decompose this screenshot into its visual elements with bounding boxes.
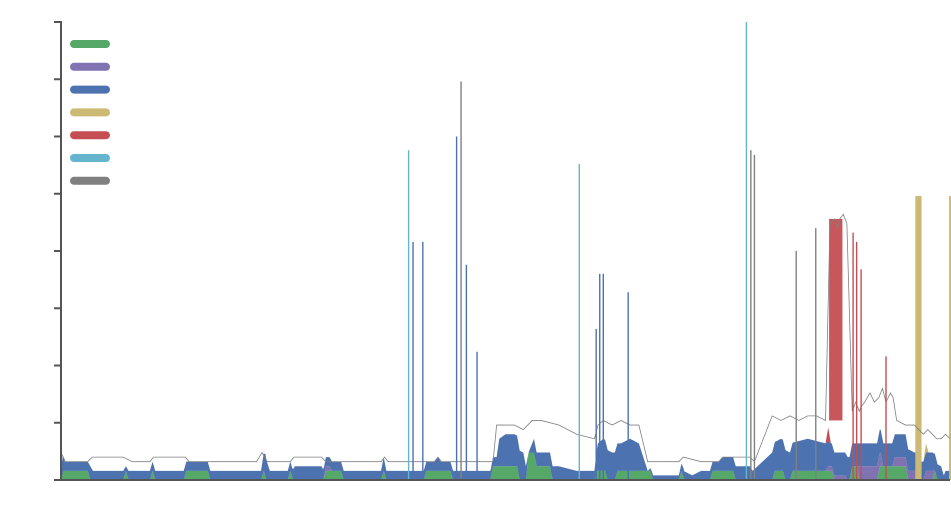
plot-area	[61, 22, 951, 480]
plot-layer	[61, 22, 951, 480]
legend	[70, 40, 110, 185]
band-0	[829, 218, 843, 421]
area-series-2	[61, 429, 950, 480]
yellow-spike-0	[915, 196, 922, 480]
total-outline	[61, 213, 951, 463]
yellow-spike-1	[949, 196, 951, 480]
axes	[54, 21, 950, 481]
